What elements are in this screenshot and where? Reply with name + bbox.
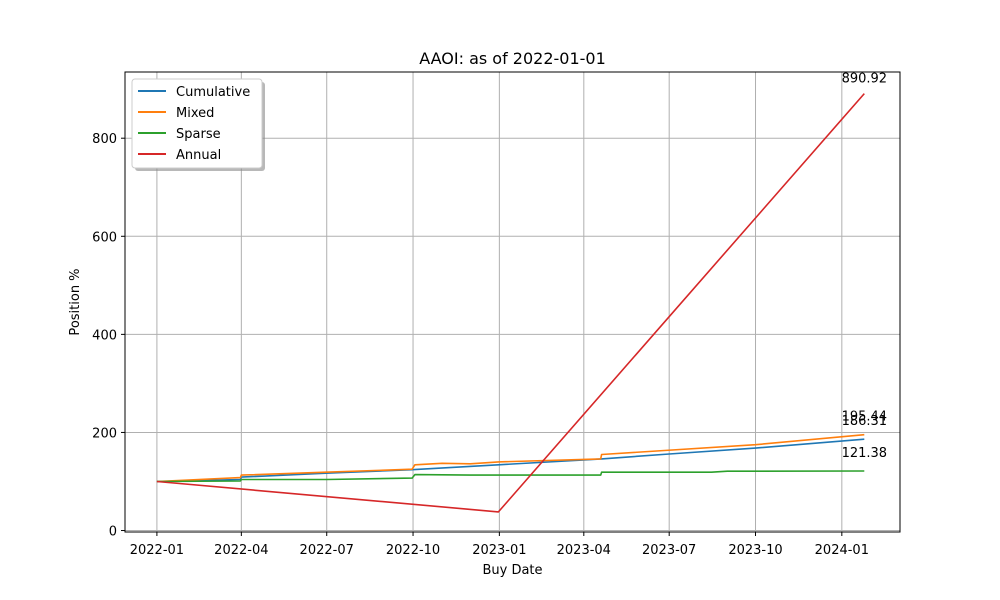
series-line-cumulative [156,438,865,483]
legend-label-annual: Annual [176,148,221,163]
plot-area-frame [124,71,901,533]
legend-label-cumulative: Cumulative [176,85,250,100]
y-axis-label: Position % [68,268,83,335]
end-label-annual: 890.92 [842,72,888,87]
legend-label-mixed: Mixed [176,106,214,121]
y-tick-label: 800 [92,132,117,147]
series-line-mixed [156,433,865,483]
x-tick-label: 2023-07 [642,543,696,558]
x-tick-label: 2022-07 [300,543,354,558]
series-line-annual [156,93,865,513]
x-axis: 2022-01 2022-04 2022-07 2022-10 2023-01 2023-… [130,532,869,558]
y-tick-label: 600 [92,230,117,245]
x-tick-label: 2023-04 [557,543,611,558]
chart-title: AAOI: as of 2022-01-01 [419,49,606,68]
legend: Cumulative Mixed Sparse Annual [131,78,265,171]
y-tick-label: 200 [92,426,117,441]
y-tick-label: 0 [109,525,117,540]
x-tick-label: 2023-10 [728,543,782,558]
series-layer [156,93,865,513]
x-axis-label: Buy Date [482,563,542,578]
end-label-sparse: 121.38 [842,446,888,461]
x-tick-label: 2022-10 [386,543,440,558]
y-axis: 0 200 400 600 800 [92,132,125,540]
legend-box [131,78,263,169]
end-label-mixed: 195.44 [842,410,888,425]
x-tick-label: 2022-01 [130,543,184,558]
y-tick-label: 400 [92,328,117,343]
end-label-cumulative: 186.31 [842,414,888,429]
grid [125,72,900,532]
x-tick-label: 2022-04 [214,543,268,558]
legend-label-sparse: Sparse [176,127,221,142]
x-tick-label: 2024-01 [815,543,869,558]
series-line-sparse [156,470,865,483]
x-tick-label: 2023-01 [472,543,526,558]
